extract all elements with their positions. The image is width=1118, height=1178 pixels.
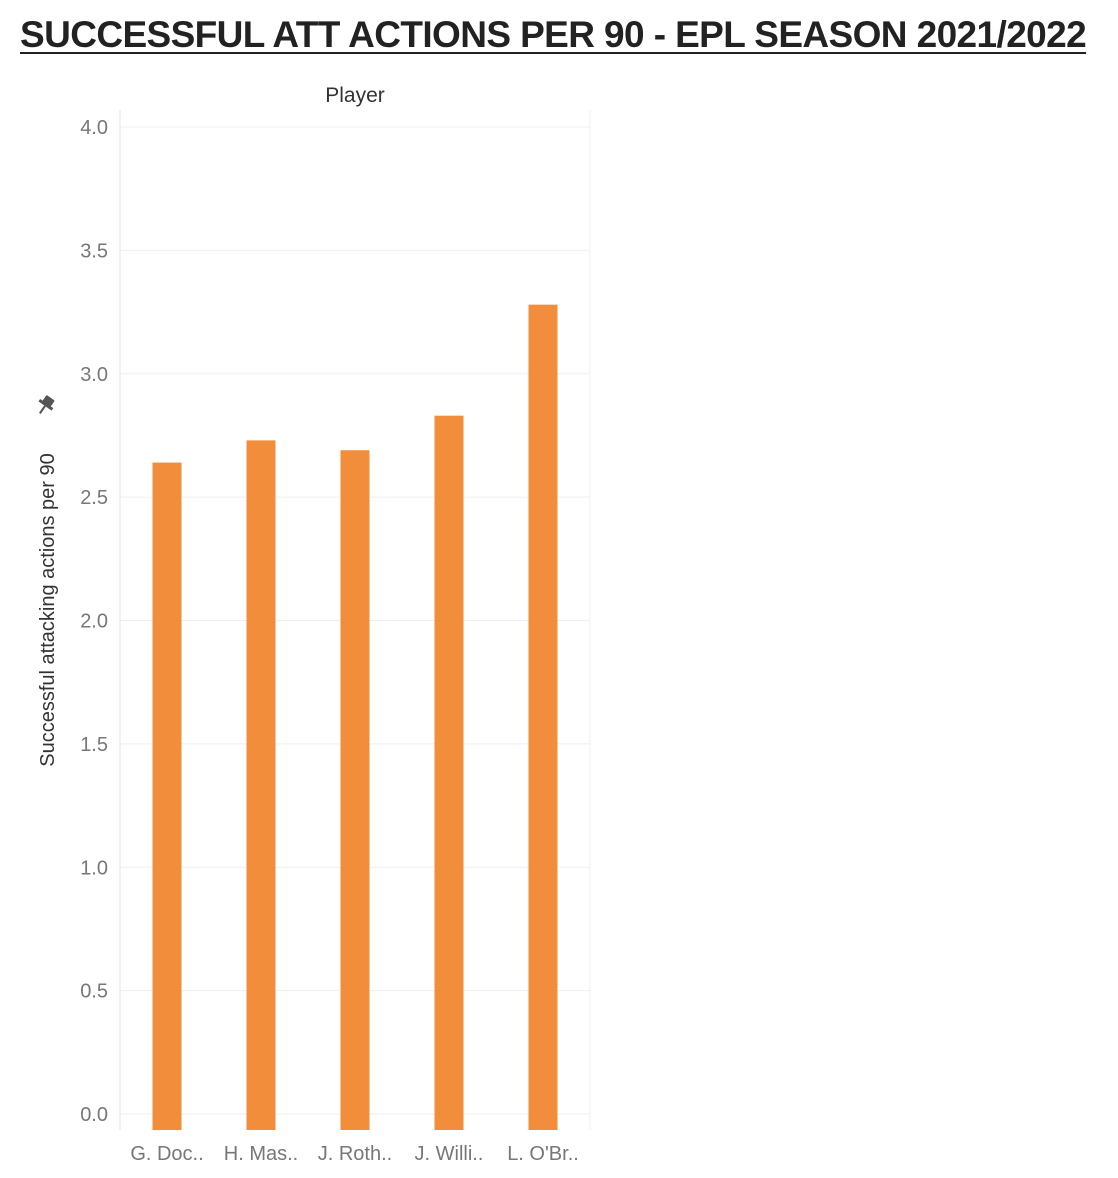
x-tick-label: H. Mas.. [224, 1143, 298, 1165]
y-tick-labels: 0.0 0.5 1.0 1.5 2.0 2.5 3.0 3.5 4.0 [80, 117, 108, 1126]
y-tick-label: 0.5 [80, 981, 108, 1003]
x-tick-labels: G. Doc.. H. Mas.. J. Roth.. J. Willi.. L. O'… [130, 1143, 578, 1165]
bar[interactable] [434, 415, 464, 1130]
y-axis-title-group: Successful attacking actions per 90 [37, 453, 59, 767]
y-tick-label: 4.0 [80, 117, 108, 139]
y-tick-label: 2.0 [80, 611, 108, 633]
y-tick-label: 2.5 [80, 487, 108, 509]
x-tick-label: J. Roth.. [318, 1143, 392, 1165]
y-tick-label: 3.0 [80, 364, 108, 386]
bars [152, 304, 558, 1131]
y-tick-label: 1.5 [80, 734, 108, 756]
x-tick-label: J. Willi.. [415, 1143, 484, 1165]
y-axis-title: Successful attacking actions per 90 [37, 453, 59, 767]
y-tick-label: 3.5 [80, 240, 108, 262]
bar[interactable] [152, 462, 182, 1131]
y-tick-label: 1.0 [80, 857, 108, 879]
x-tick-label: L. O'Br.. [507, 1143, 579, 1165]
y-tick-label: 0.0 [80, 1104, 108, 1126]
bar[interactable] [340, 450, 370, 1130]
pin-icon[interactable] [33, 393, 57, 418]
x-tick-label: G. Doc.. [130, 1143, 203, 1165]
column-header-player: Player [325, 84, 385, 107]
chart-title: SUCCESSFUL ATT ACTIONS PER 90 - EPL SEAS… [20, 14, 1087, 55]
bar[interactable] [528, 304, 558, 1130]
bar[interactable] [246, 440, 276, 1130]
